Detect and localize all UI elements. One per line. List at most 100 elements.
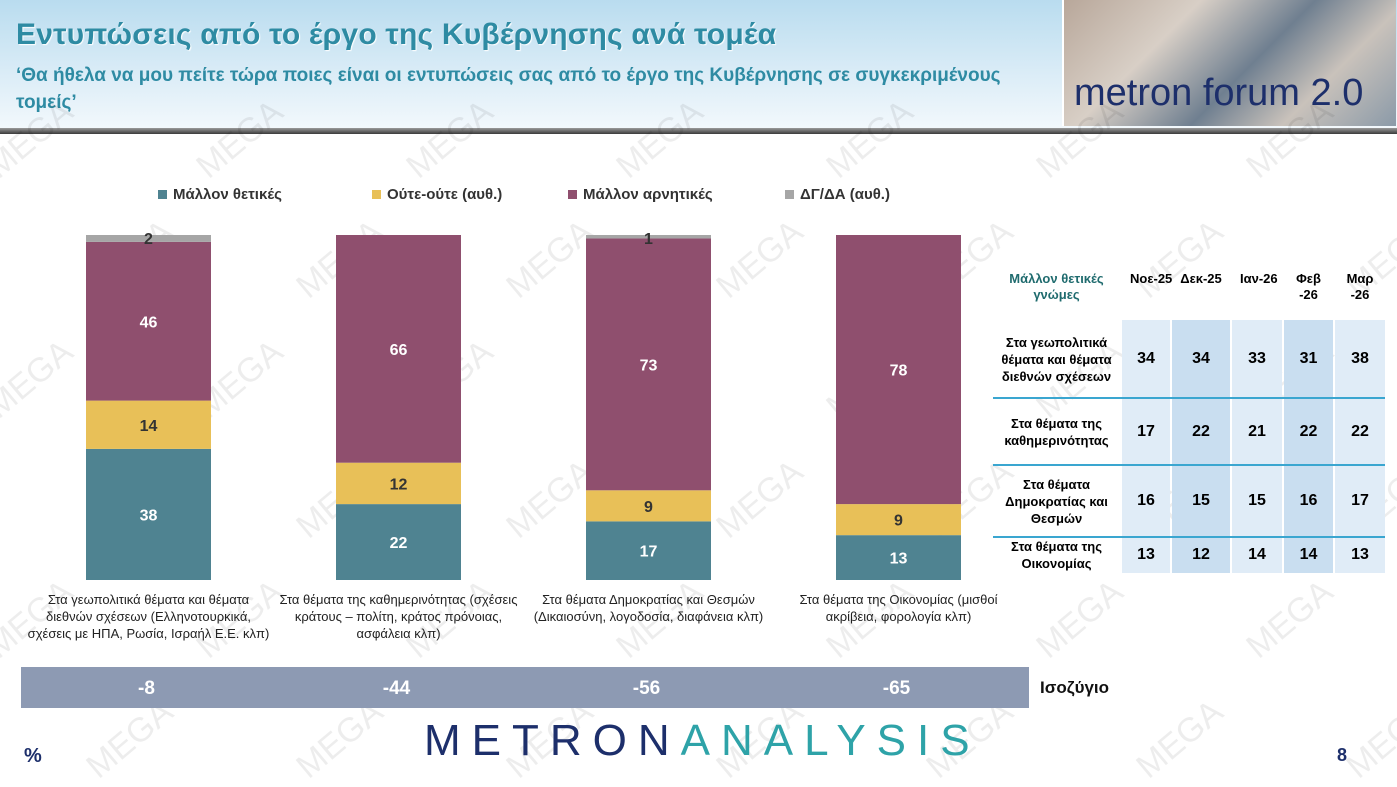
bar-segment: [586, 235, 711, 239]
table-row-label: Στα θέματα της καθημερινότητας: [1004, 415, 1109, 448]
brand-part-b: ANALYSIS: [680, 716, 981, 765]
bar-segment: [86, 241, 211, 401]
category-label: Στα θέματα Δημοκρατίας και Θεσμών (Δικαι…: [533, 592, 764, 624]
metron-analysis-logo: METRONANALYSIS: [424, 716, 981, 766]
table-cell: 22: [1299, 422, 1318, 440]
watermark: MEGA: [1029, 572, 1131, 666]
table-column-bg: [1122, 320, 1170, 573]
table-cell: 13: [1137, 546, 1155, 563]
metron-forum-logo: metron forum 2.0: [1062, 0, 1396, 126]
legend-label: Μάλλον θετικές: [173, 186, 282, 203]
table-cell: 34: [1137, 350, 1155, 367]
legend-item: Ούτε-ούτε (αυθ.): [372, 186, 502, 203]
bar-segment: [586, 490, 711, 522]
table-cell: 22: [1192, 422, 1210, 440]
legend-item: Μάλλον αρνητικές: [568, 186, 713, 203]
balance-value: -65: [882, 678, 911, 699]
header-divider: [0, 128, 1397, 134]
page-number: 8: [1337, 745, 1348, 765]
bar-segment: [86, 235, 211, 242]
watermark: MEGA: [1129, 212, 1231, 306]
data-label: 9: [894, 513, 903, 530]
data-label: 73: [640, 357, 658, 374]
data-label: 38: [140, 507, 158, 524]
bar-segment: [836, 235, 961, 505]
bar-segment: [86, 400, 211, 449]
balance-value: -44: [382, 678, 411, 699]
table-row-label: Στα θέματα της Οικονομίας: [1010, 539, 1102, 571]
table-column-bg: [1172, 320, 1230, 573]
table-cell: 21: [1248, 422, 1266, 440]
bar-segment: [836, 504, 961, 536]
data-label: 1: [644, 231, 653, 248]
table-column-bg: [1335, 320, 1385, 573]
table-row-divider: [993, 536, 1385, 538]
legend-item: Μάλλον θετικές: [158, 186, 282, 203]
table-cell: 22: [1351, 422, 1369, 440]
category-label: Στα θέματα της καθημερινότητας (σχέσεις …: [279, 592, 518, 641]
data-label: 22: [390, 535, 408, 552]
watermark: MEGA: [1339, 692, 1397, 786]
page-title: Εντυπώσεις από το έργο της Κυβέρνησης αν…: [16, 18, 777, 51]
table-column-header: Φεβ -26: [1296, 271, 1321, 302]
legend-item: ΔΓ/ΔΑ (αυθ.): [785, 186, 890, 203]
data-label: 13: [890, 551, 908, 568]
bar-segment: [86, 448, 211, 580]
table-cell: 16: [1299, 492, 1318, 509]
table-cell: 12: [1192, 546, 1210, 563]
data-label: 2: [144, 231, 153, 248]
table-title: Μάλλον θετικές γνώμες: [1009, 271, 1104, 302]
table-row-divider: [993, 464, 1385, 466]
table-column-bg: [1284, 320, 1333, 573]
balance-label: Ισοζύγιο: [1040, 678, 1110, 697]
page-subtitle: ‘Θα ήθελα να μου πείτε τώρα ποιες είναι …: [16, 65, 1001, 113]
category-label: Στα θέματα της Οικονομίας (μισθοί ακρίβε…: [799, 592, 998, 624]
watermark: MEGA: [1239, 572, 1341, 666]
table-column-header: Νοε-25: [1130, 271, 1173, 286]
percent-sign: %: [24, 745, 42, 767]
bar-segment: [836, 535, 961, 580]
data-label: 66: [390, 342, 408, 359]
table-cell: 14: [1248, 546, 1266, 563]
balance-value: -8: [138, 678, 155, 699]
table-cell: 17: [1351, 492, 1369, 509]
table-row-label: Στα γεωπολιτικά θέματα και θέματα διεθνώ…: [1001, 334, 1112, 384]
table-column-header: Δεκ-25: [1180, 271, 1222, 286]
data-label: 17: [640, 544, 658, 561]
table-cell: 15: [1248, 492, 1266, 509]
bar-segment: [336, 235, 461, 463]
data-label: 78: [890, 363, 908, 380]
data-label: 12: [390, 476, 408, 493]
table-cell: 34: [1192, 350, 1210, 367]
table-column-bg: [1232, 320, 1282, 573]
data-label: 9: [644, 499, 653, 516]
legend-swatch: [568, 190, 577, 199]
table-column-header: Μαρ -26: [1346, 271, 1374, 302]
balance-bar: [21, 667, 1029, 708]
table-row-divider: [993, 397, 1385, 399]
bar-segment: [586, 521, 711, 580]
category-label: Στα γεωπολιτικά θέματα και θέματα διεθνώ…: [27, 592, 270, 641]
table-cell: 31: [1299, 350, 1318, 367]
table-cell: 38: [1351, 350, 1369, 367]
legend-label: ΔΓ/ΔΑ (αυθ.): [800, 186, 890, 203]
table-cell: 14: [1299, 546, 1318, 563]
watermark: MEGA: [1129, 692, 1231, 786]
table-column-header: Ιαν-26: [1240, 271, 1278, 286]
bar-segment: [586, 238, 711, 491]
table-cell: 33: [1248, 350, 1266, 367]
table-cell: 13: [1351, 546, 1369, 563]
balance-value: -56: [632, 678, 661, 699]
bar-segment: [336, 504, 461, 580]
legend-swatch: [372, 190, 381, 199]
bar-segment: [336, 462, 461, 505]
data-label: 14: [140, 418, 158, 435]
logo-text: metron forum 2.0: [1074, 72, 1364, 114]
brand-part-a: METRON: [424, 716, 681, 765]
legend-swatch: [785, 190, 794, 199]
legend-label: Ούτε-ούτε (αυθ.): [387, 186, 503, 203]
data-label: 46: [140, 314, 158, 331]
legend-label: Μάλλον αρνητικές: [583, 186, 713, 203]
table-cell: 15: [1192, 492, 1210, 509]
